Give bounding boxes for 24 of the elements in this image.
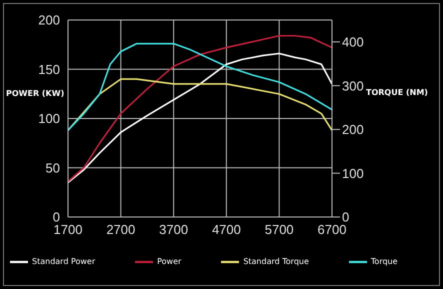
legend-label: Standard Torque xyxy=(243,257,309,266)
line-series xyxy=(68,42,332,132)
y2-tick-label: 0 xyxy=(342,210,350,225)
y-tick-label: 100 xyxy=(38,111,60,126)
y2-axis-title: TORQUE (NM) xyxy=(366,88,428,97)
y-tick-label: 200 xyxy=(38,12,60,28)
legend-label: Power xyxy=(157,257,182,266)
line-series xyxy=(68,78,332,132)
x-tick-label: 6700 xyxy=(318,222,346,238)
y-tick-label: 150 xyxy=(38,62,60,77)
y2-tick-label: 100 xyxy=(342,166,364,181)
y-tick-label: 50 xyxy=(46,160,60,176)
legend-label: Torque xyxy=(370,257,398,266)
x-tick-label: 3700 xyxy=(159,222,188,238)
y-axis-title: POWER (KW) xyxy=(6,89,64,98)
x-tick-label: 1700 xyxy=(54,222,82,238)
y2-tick-label: 300 xyxy=(342,78,364,94)
x-tick-label: 4700 xyxy=(212,222,241,238)
y2-tick-label: 200 xyxy=(342,122,364,138)
legend-label: Standard Power xyxy=(32,257,96,266)
x-tick-label: 5700 xyxy=(264,222,294,238)
x-tick-label: 2700 xyxy=(106,222,136,238)
y-tick-label: 0 xyxy=(52,210,60,225)
y2-tick-label: 400 xyxy=(342,34,364,50)
